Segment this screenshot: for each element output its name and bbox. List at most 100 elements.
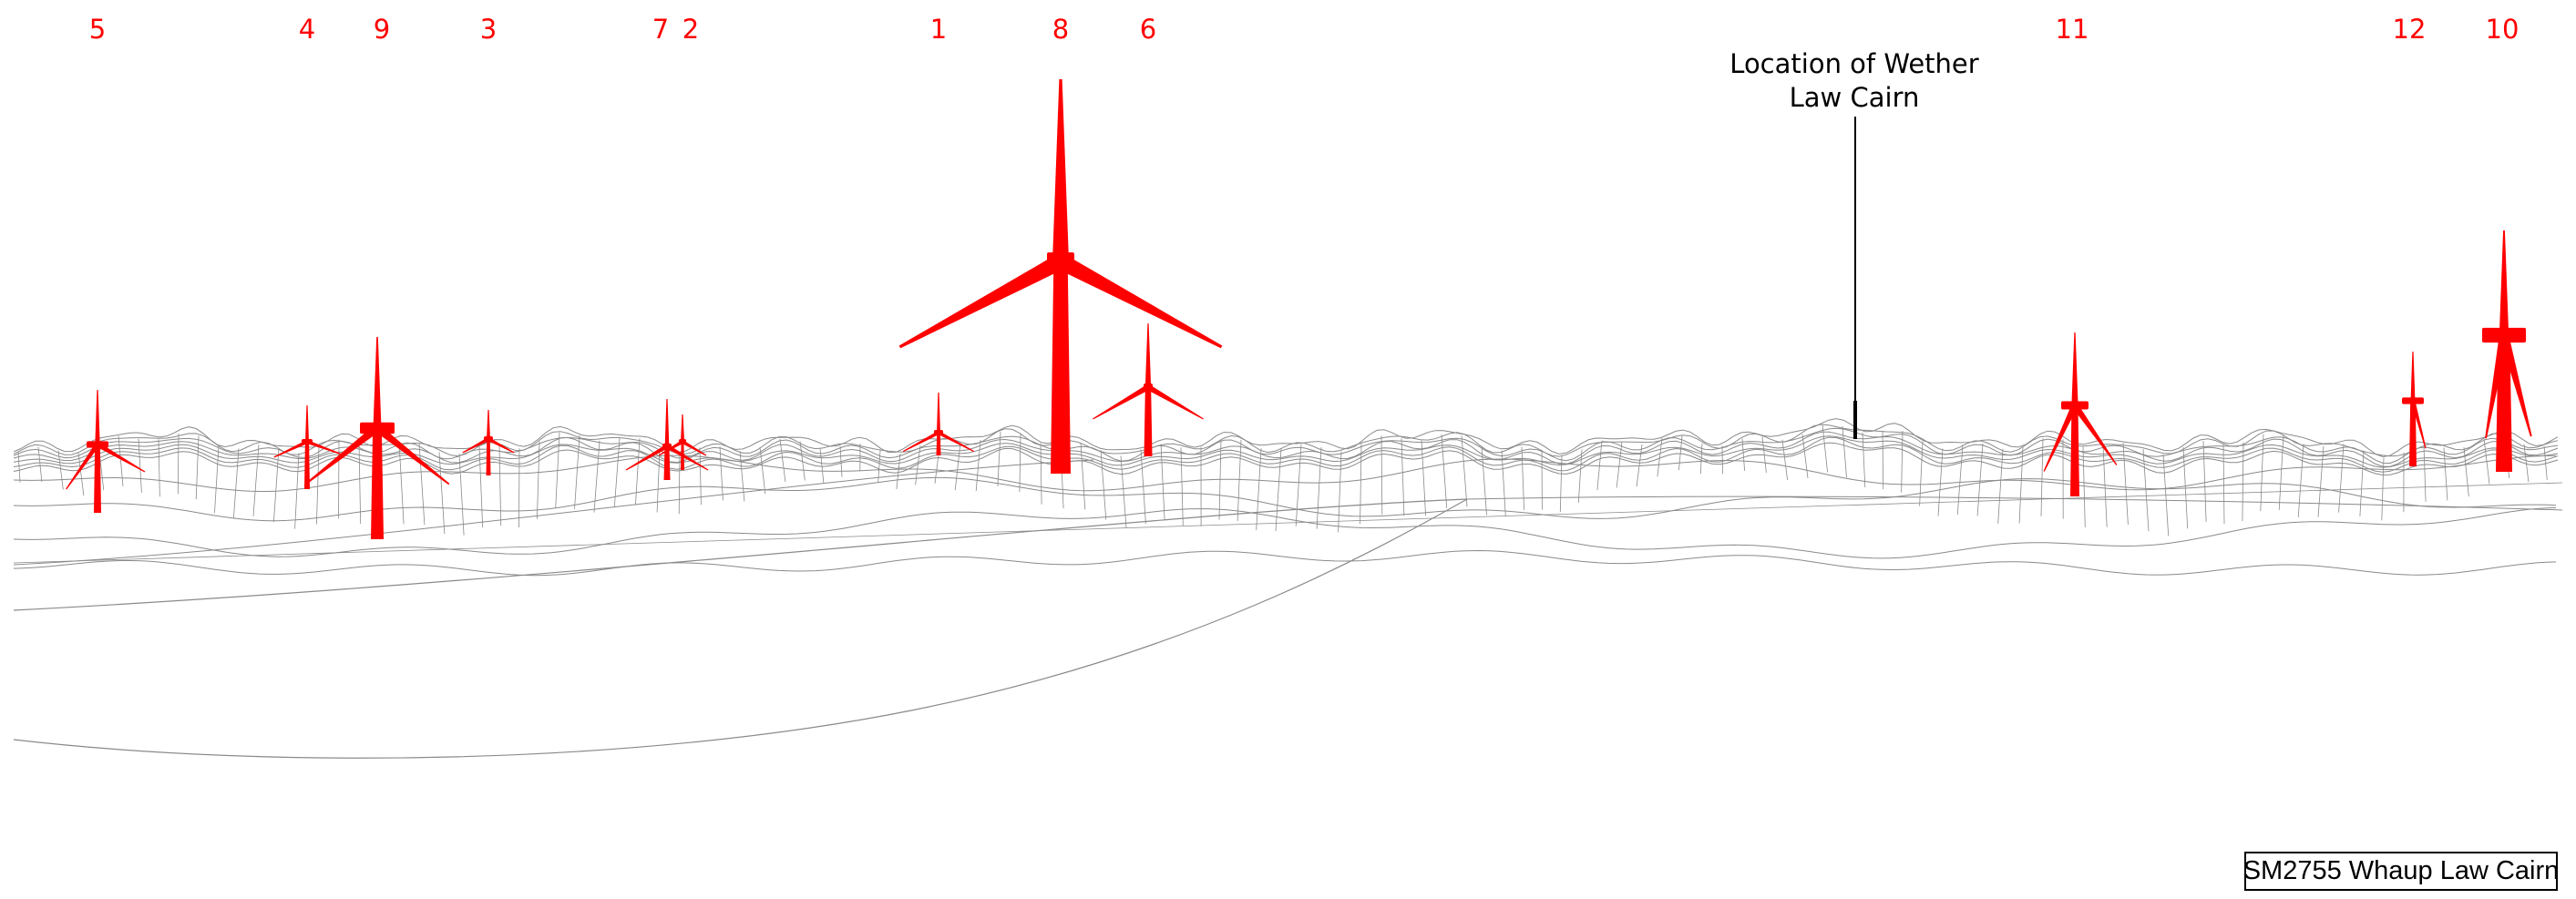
- turbine-4: [273, 405, 342, 489]
- terrain-mesh-line: [2483, 438, 2490, 485]
- terrain-mesh-line: [2040, 438, 2044, 516]
- terrain-mesh-line: [975, 440, 981, 492]
- turbine-nacelle: [1047, 252, 1074, 271]
- turbine-blade: [304, 424, 380, 485]
- turbine-tower: [486, 439, 491, 475]
- terrain-mesh-line: [1421, 440, 1426, 516]
- terrain-mesh-line: [1616, 441, 1623, 488]
- terrain-mesh-line: [1140, 449, 1146, 525]
- terrain-mesh-line: [1120, 455, 1127, 528]
- terrain-mesh-line: [214, 445, 220, 514]
- terrain-mesh-line: [997, 432, 1001, 486]
- turbine-blade: [2499, 333, 2532, 437]
- terrain-mesh-line: [877, 450, 881, 483]
- terrain-mesh-line: [478, 446, 484, 528]
- turbine-blade: [487, 410, 490, 439]
- terrain-mesh-line: [635, 438, 641, 506]
- turbine-blade: [2499, 230, 2509, 335]
- turbine-blade: [2043, 404, 2078, 472]
- terrain-mesh-line: [1577, 449, 1583, 504]
- terrain-mesh-line: [915, 444, 921, 485]
- terrain-mesh-line: [1657, 438, 1663, 477]
- terrain-mesh-line: [1862, 432, 1866, 488]
- terrain-mesh-line: [1842, 425, 1847, 478]
- terrain-mesh-line: [1338, 451, 1342, 533]
- terrain-mesh-line: [2338, 444, 2345, 513]
- turbine-nacelle: [1144, 383, 1153, 392]
- terrain-mesh-line: [739, 451, 745, 502]
- terrain-mesh-line: [57, 450, 64, 490]
- terrain-mesh-line: [1360, 444, 1362, 525]
- terrain-mesh-line: [2317, 445, 2325, 517]
- terrain-mesh-line: [2443, 447, 2448, 501]
- terrain-mesh-line: [2122, 443, 2129, 525]
- turbine-nacelle: [662, 443, 672, 450]
- terrain-mesh-line: [1596, 440, 1603, 491]
- turbine-tower: [304, 442, 310, 489]
- turbine-nacelle: [360, 422, 395, 434]
- turbine-blade: [665, 444, 709, 471]
- terrain-ridgeline: [13, 418, 2559, 458]
- turbine-blade: [681, 414, 684, 442]
- terrain-mesh-line: [177, 433, 180, 495]
- terrain-wireframe: [13, 418, 2563, 759]
- turbine-blade: [2072, 403, 2118, 465]
- terrain-mesh-line: [759, 446, 766, 495]
- terrain-mesh-line: [1997, 448, 2004, 524]
- terrain-ridgeline: [13, 435, 2559, 468]
- turbine-tower: [663, 446, 671, 480]
- turbine-12: [2402, 352, 2427, 466]
- turbine-blade: [902, 431, 939, 453]
- terrain-mesh-line: [1080, 442, 1086, 510]
- terrain-mesh-line: [316, 446, 320, 525]
- terrain-mesh-line: [2278, 434, 2284, 510]
- terrain-foreground-curve: [1466, 495, 2563, 511]
- terrain-mesh-line: [896, 453, 901, 490]
- turbine-number-1: 1: [930, 14, 947, 45]
- terrain-mesh-line: [719, 446, 724, 501]
- turbine-tower: [94, 444, 101, 513]
- terrain-contour: [13, 476, 2557, 522]
- turbine-blade: [375, 424, 450, 485]
- terrain-mesh-line: [2142, 449, 2150, 532]
- turbine-number-6: 6: [1140, 14, 1156, 45]
- terrain-mesh-line: [2222, 444, 2225, 525]
- turbine-number-2: 2: [682, 14, 699, 45]
- turbine-blade: [273, 440, 308, 458]
- terrain-mesh-line: [294, 453, 300, 529]
- turbine-blade: [2410, 352, 2416, 401]
- terrain-mesh-line: [1441, 434, 1448, 508]
- turbine-blade: [938, 431, 975, 453]
- terrain-mesh-line: [1160, 444, 1165, 521]
- terrain-mesh-line: [839, 445, 843, 477]
- cairn-label-line2: Law Cairn: [1790, 82, 1920, 113]
- turbine-number-11: 11: [2056, 14, 2089, 45]
- turbine-blade: [2410, 400, 2427, 449]
- terrain-mesh-line: [1521, 446, 1524, 510]
- terrain-contour: [13, 507, 2557, 559]
- turbine-blade: [487, 437, 515, 454]
- terrain-mesh-line: [1801, 434, 1809, 479]
- turbine-number-5: 5: [89, 14, 106, 45]
- turbine-number-4: 4: [299, 14, 315, 45]
- terrain-mesh-line: [593, 440, 600, 513]
- turbine-6: [1093, 323, 1204, 456]
- terrain-mesh-line: [2182, 446, 2189, 529]
- turbine-blade: [1146, 384, 1204, 420]
- terrain-mesh-line: [17, 451, 21, 483]
- terrain-ridgeline: [13, 431, 2559, 467]
- turbine-number-7: 7: [652, 14, 669, 45]
- turbine-1: [902, 393, 975, 455]
- terrain-mesh-line: [1761, 436, 1767, 473]
- terrain-mesh-line: [458, 454, 465, 536]
- terrain-mesh-line: [678, 453, 681, 515]
- turbine-number-3: 3: [480, 14, 497, 45]
- turbine-5: [66, 390, 146, 513]
- turbine-tower: [1051, 261, 1071, 474]
- turbine-blade: [1052, 79, 1069, 261]
- terrain-mesh-line: [1678, 435, 1683, 471]
- turbine-nacelle: [679, 439, 686, 444]
- turbine-nacelle: [87, 441, 108, 448]
- terrain-mesh-line: [1218, 439, 1222, 520]
- terrain-mesh-line: [1180, 447, 1184, 526]
